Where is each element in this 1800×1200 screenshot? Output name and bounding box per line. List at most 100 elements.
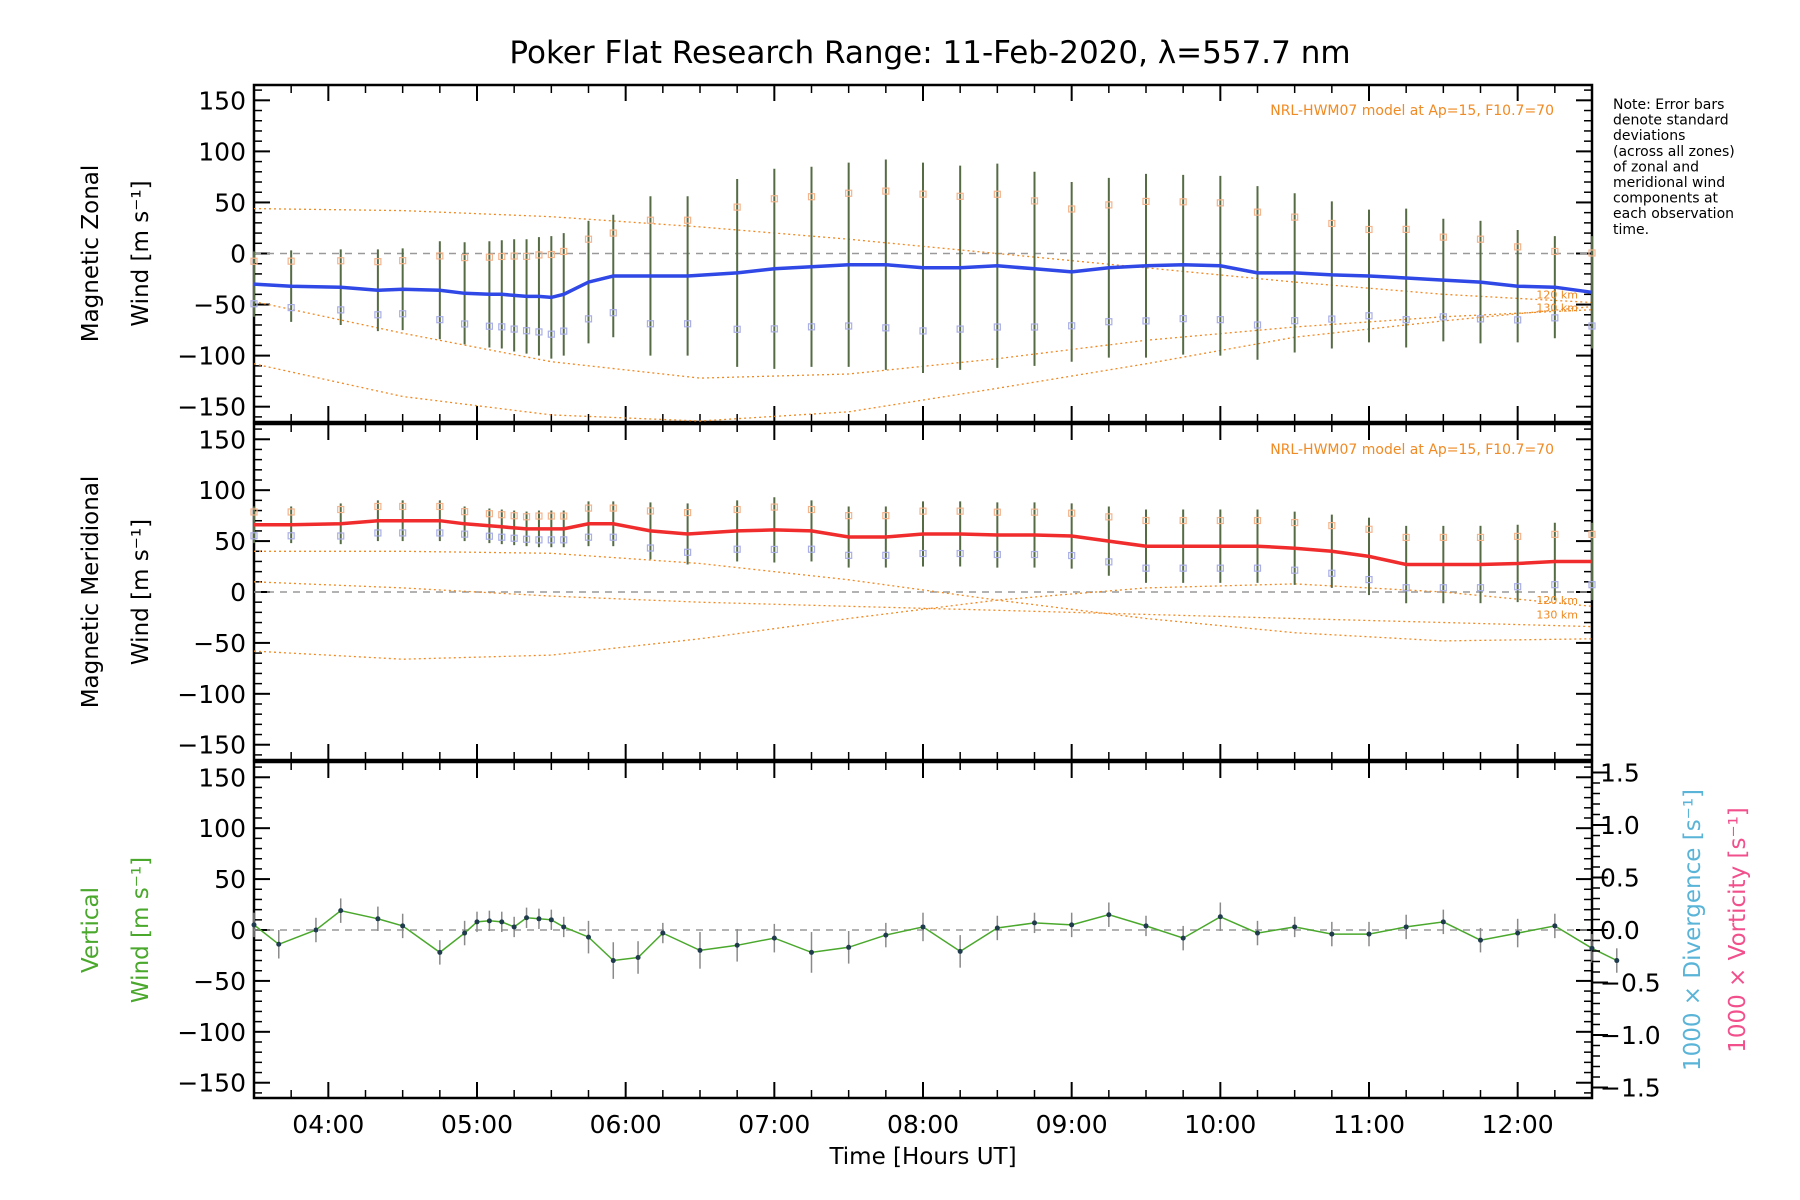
zone-sample (399, 310, 407, 318)
zone-sample (1068, 205, 1076, 213)
x-tick-label: 05:00 (441, 1110, 513, 1139)
zone-sample (646, 320, 655, 328)
zone-sample (1365, 312, 1373, 320)
zone-sample (1365, 525, 1373, 533)
zone-sample (1179, 198, 1187, 206)
zone-sample (287, 532, 295, 540)
zone-sample (510, 325, 518, 333)
zone-sample (1439, 584, 1447, 592)
data-point (1032, 920, 1037, 926)
zone-sample (609, 504, 617, 512)
zone-sample (807, 323, 816, 331)
zone-sample (436, 252, 444, 260)
zone-sample (609, 309, 617, 317)
data-point (561, 924, 567, 930)
zone-sample (1588, 581, 1596, 589)
mean-wind-line (254, 518, 1592, 567)
data-point (635, 954, 641, 960)
data-point (1217, 914, 1223, 920)
y-tick-label: 0 (230, 240, 246, 269)
data-point (809, 949, 814, 955)
zone-sample (560, 327, 568, 335)
zone-sample (1476, 533, 1485, 542)
data-point (734, 942, 740, 948)
zone-sample (287, 257, 295, 265)
zone-sample (1030, 323, 1039, 331)
data-point (251, 922, 257, 928)
y2-axis-label: 1000 × Divergence [s⁻¹] (1680, 789, 1706, 1071)
data-point (1515, 930, 1521, 936)
zone-sample (1476, 315, 1485, 323)
zone-sample (684, 508, 692, 517)
zone-sample (1179, 564, 1187, 572)
data-point (400, 923, 406, 929)
zone-sample (485, 510, 493, 518)
y-tick-label: −100 (177, 1018, 246, 1047)
zone-sample (461, 320, 469, 328)
data-point (846, 944, 852, 950)
zone-sample (498, 323, 506, 331)
y2-tick-label: −0.5 (1600, 969, 1661, 998)
data-point (883, 932, 889, 938)
zone-sample (1588, 249, 1596, 257)
data-point (586, 934, 591, 940)
zone-sample (646, 216, 655, 224)
zone-sample (684, 548, 692, 556)
zone-sample (535, 251, 543, 259)
y-tick-label: 150 (198, 425, 246, 454)
data-point (1255, 930, 1260, 936)
zone-sample (287, 304, 295, 312)
model-curve (253, 583, 1593, 660)
mean-wind-line (253, 909, 1618, 962)
data-point (524, 915, 530, 921)
zone-sample (1105, 318, 1113, 326)
zone-sample (993, 550, 1001, 559)
zone-sample (1105, 513, 1113, 521)
zone-sample (1328, 569, 1336, 577)
data-point (462, 930, 468, 936)
zone-sample (250, 508, 258, 516)
zone-sample (1068, 551, 1076, 560)
zone-sample (560, 512, 568, 520)
y-tick-label: 50 (214, 527, 246, 556)
data-point (486, 918, 492, 924)
zone-sample (399, 257, 407, 265)
y-axis-label: Wind [m s⁻¹] (128, 857, 154, 1003)
zone-sample (733, 505, 741, 514)
model-label: NRL-HWM07 model at Ap=15, F10.7=70 (1270, 442, 1554, 458)
zone-sample (684, 320, 692, 328)
data-point (771, 935, 777, 941)
zone-sample (522, 535, 531, 543)
zone-sample (1179, 516, 1187, 525)
data-point (610, 958, 616, 964)
zone-sample (646, 544, 655, 552)
y-tick-label: 100 (198, 814, 246, 843)
y-axis-label: Vertical (78, 887, 104, 973)
y-tick-label: −150 (177, 393, 246, 422)
note-line: (across all zones) (1613, 144, 1735, 160)
zone-sample (584, 504, 593, 512)
zone-sample (845, 551, 853, 559)
zone-sample (436, 529, 444, 537)
y2-tick-label: 1.5 (1600, 759, 1640, 788)
zone-sample (956, 325, 964, 333)
zone-sample (1030, 508, 1039, 516)
zone-sample (498, 252, 506, 261)
zone-sample (1328, 522, 1336, 530)
zone-sample (1365, 575, 1373, 584)
zone-sample (1105, 558, 1113, 566)
zone-sample (547, 536, 555, 544)
zone-sample (547, 250, 555, 259)
data-point (1366, 931, 1372, 937)
data-point (697, 947, 703, 953)
zone-sample (436, 502, 444, 511)
zone-sample (1551, 314, 1559, 322)
zone-sample (993, 190, 1001, 198)
zone-sample (646, 507, 655, 515)
data-point (548, 917, 554, 923)
x-tick-label: 07:00 (738, 1110, 810, 1139)
zone-sample (522, 513, 531, 521)
zone-sample (956, 507, 964, 515)
zone-sample (547, 512, 555, 520)
